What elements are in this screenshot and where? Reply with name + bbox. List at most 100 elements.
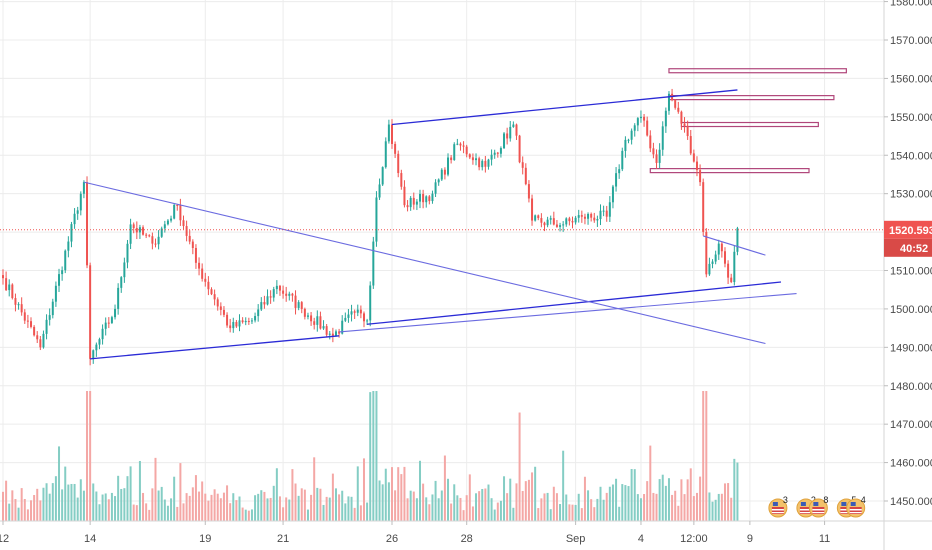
volume-bar	[163, 499, 166, 521]
volume-bar	[67, 484, 70, 521]
volume-bar	[269, 497, 272, 521]
candle	[235, 322, 238, 327]
candle	[338, 331, 341, 334]
volume-bar	[714, 499, 717, 521]
trendline[interactable]	[367, 281, 782, 325]
candle	[26, 320, 29, 322]
volume-bar	[104, 493, 107, 521]
trendline[interactable]	[703, 235, 766, 256]
volume-bar	[481, 488, 484, 521]
volume-bar	[425, 497, 428, 521]
candle	[101, 328, 104, 340]
volume-bar	[322, 504, 325, 521]
volume-bar	[456, 495, 459, 521]
volume-bar	[403, 466, 406, 521]
volume-bar	[114, 496, 117, 521]
volume-bar	[611, 484, 614, 521]
volume-bar	[132, 504, 135, 521]
candle	[493, 152, 496, 155]
candle	[518, 135, 521, 163]
trendline[interactable]	[391, 89, 738, 126]
volume-bar	[686, 479, 689, 521]
candle	[546, 219, 549, 226]
candle	[288, 293, 291, 296]
candle	[254, 316, 257, 321]
candle	[391, 124, 393, 144]
volume-bar	[73, 483, 76, 521]
candle	[257, 309, 260, 317]
candle	[537, 215, 540, 219]
volume-bar	[499, 500, 502, 521]
volume-bar	[157, 490, 160, 521]
resistance-zone[interactable]	[668, 68, 847, 74]
candle	[5, 278, 8, 291]
flag-stripe	[799, 509, 812, 511]
flag-stripe	[840, 512, 853, 514]
trendline[interactable]	[90, 335, 340, 360]
trendlines[interactable]	[83, 89, 797, 360]
volume-bar	[123, 488, 126, 521]
event-marker[interactable]: 8	[808, 495, 828, 518]
volume-bar	[695, 492, 698, 521]
volume-bar	[590, 499, 593, 521]
volume-bar	[138, 460, 141, 521]
candle	[129, 224, 132, 244]
volume-bar	[366, 502, 369, 521]
candle	[366, 320, 369, 322]
volume-bar	[272, 485, 275, 521]
price-axis[interactable]: 1580.000 1570.000 1560.000 1550.000 1540.000…	[883, 0, 932, 550]
resistance-zone[interactable]	[649, 168, 810, 174]
volume-bar	[310, 494, 313, 521]
candle	[506, 133, 509, 139]
volume-bar	[275, 468, 278, 521]
volume-bar	[447, 478, 450, 521]
volume-bar	[194, 475, 197, 521]
candle	[110, 317, 113, 323]
volume-bar	[98, 504, 101, 521]
flag-stripe	[812, 509, 825, 511]
candle	[319, 316, 322, 329]
event-marker[interactable]: 4	[846, 495, 866, 518]
grid	[0, 0, 884, 521]
event-marker[interactable]: 3	[768, 495, 788, 518]
resistance-zones[interactable]	[649, 68, 847, 174]
volume-bar	[509, 478, 512, 521]
candle	[521, 162, 524, 168]
time-axis[interactable]: 12 14 19 21 26 28 Sep 4 12:00 9 11	[0, 520, 932, 545]
volume-bar	[587, 490, 590, 521]
candle	[565, 218, 568, 225]
volume-bar	[375, 391, 378, 521]
candle	[79, 193, 82, 211]
volume-bar	[235, 500, 238, 521]
volume-bar	[381, 484, 384, 521]
candle	[269, 296, 272, 298]
volume-bar	[356, 466, 359, 521]
candle	[375, 197, 378, 242]
volume-bar	[241, 507, 244, 521]
candle	[123, 262, 126, 278]
volume-bar	[692, 496, 695, 521]
volume-bar	[135, 505, 138, 521]
volume-bar	[518, 412, 521, 521]
volume-bar	[450, 503, 453, 521]
candle	[387, 124, 390, 142]
volume-bar	[95, 491, 98, 521]
candle	[664, 110, 667, 127]
volume-bar	[702, 391, 705, 521]
economic-events[interactable]: 32854	[768, 495, 866, 518]
volume-bar	[667, 478, 670, 521]
volume-bar	[92, 483, 95, 521]
trendline[interactable]	[339, 293, 797, 333]
volume-bar	[596, 498, 599, 521]
candle	[503, 133, 506, 149]
candle	[468, 154, 471, 158]
trendline[interactable]	[83, 181, 766, 345]
candle	[443, 169, 446, 175]
candle	[219, 306, 222, 310]
volume-bar	[334, 488, 337, 521]
volume-bar	[89, 391, 92, 521]
candle	[714, 254, 717, 262]
candle	[437, 179, 440, 183]
candle	[362, 313, 365, 322]
